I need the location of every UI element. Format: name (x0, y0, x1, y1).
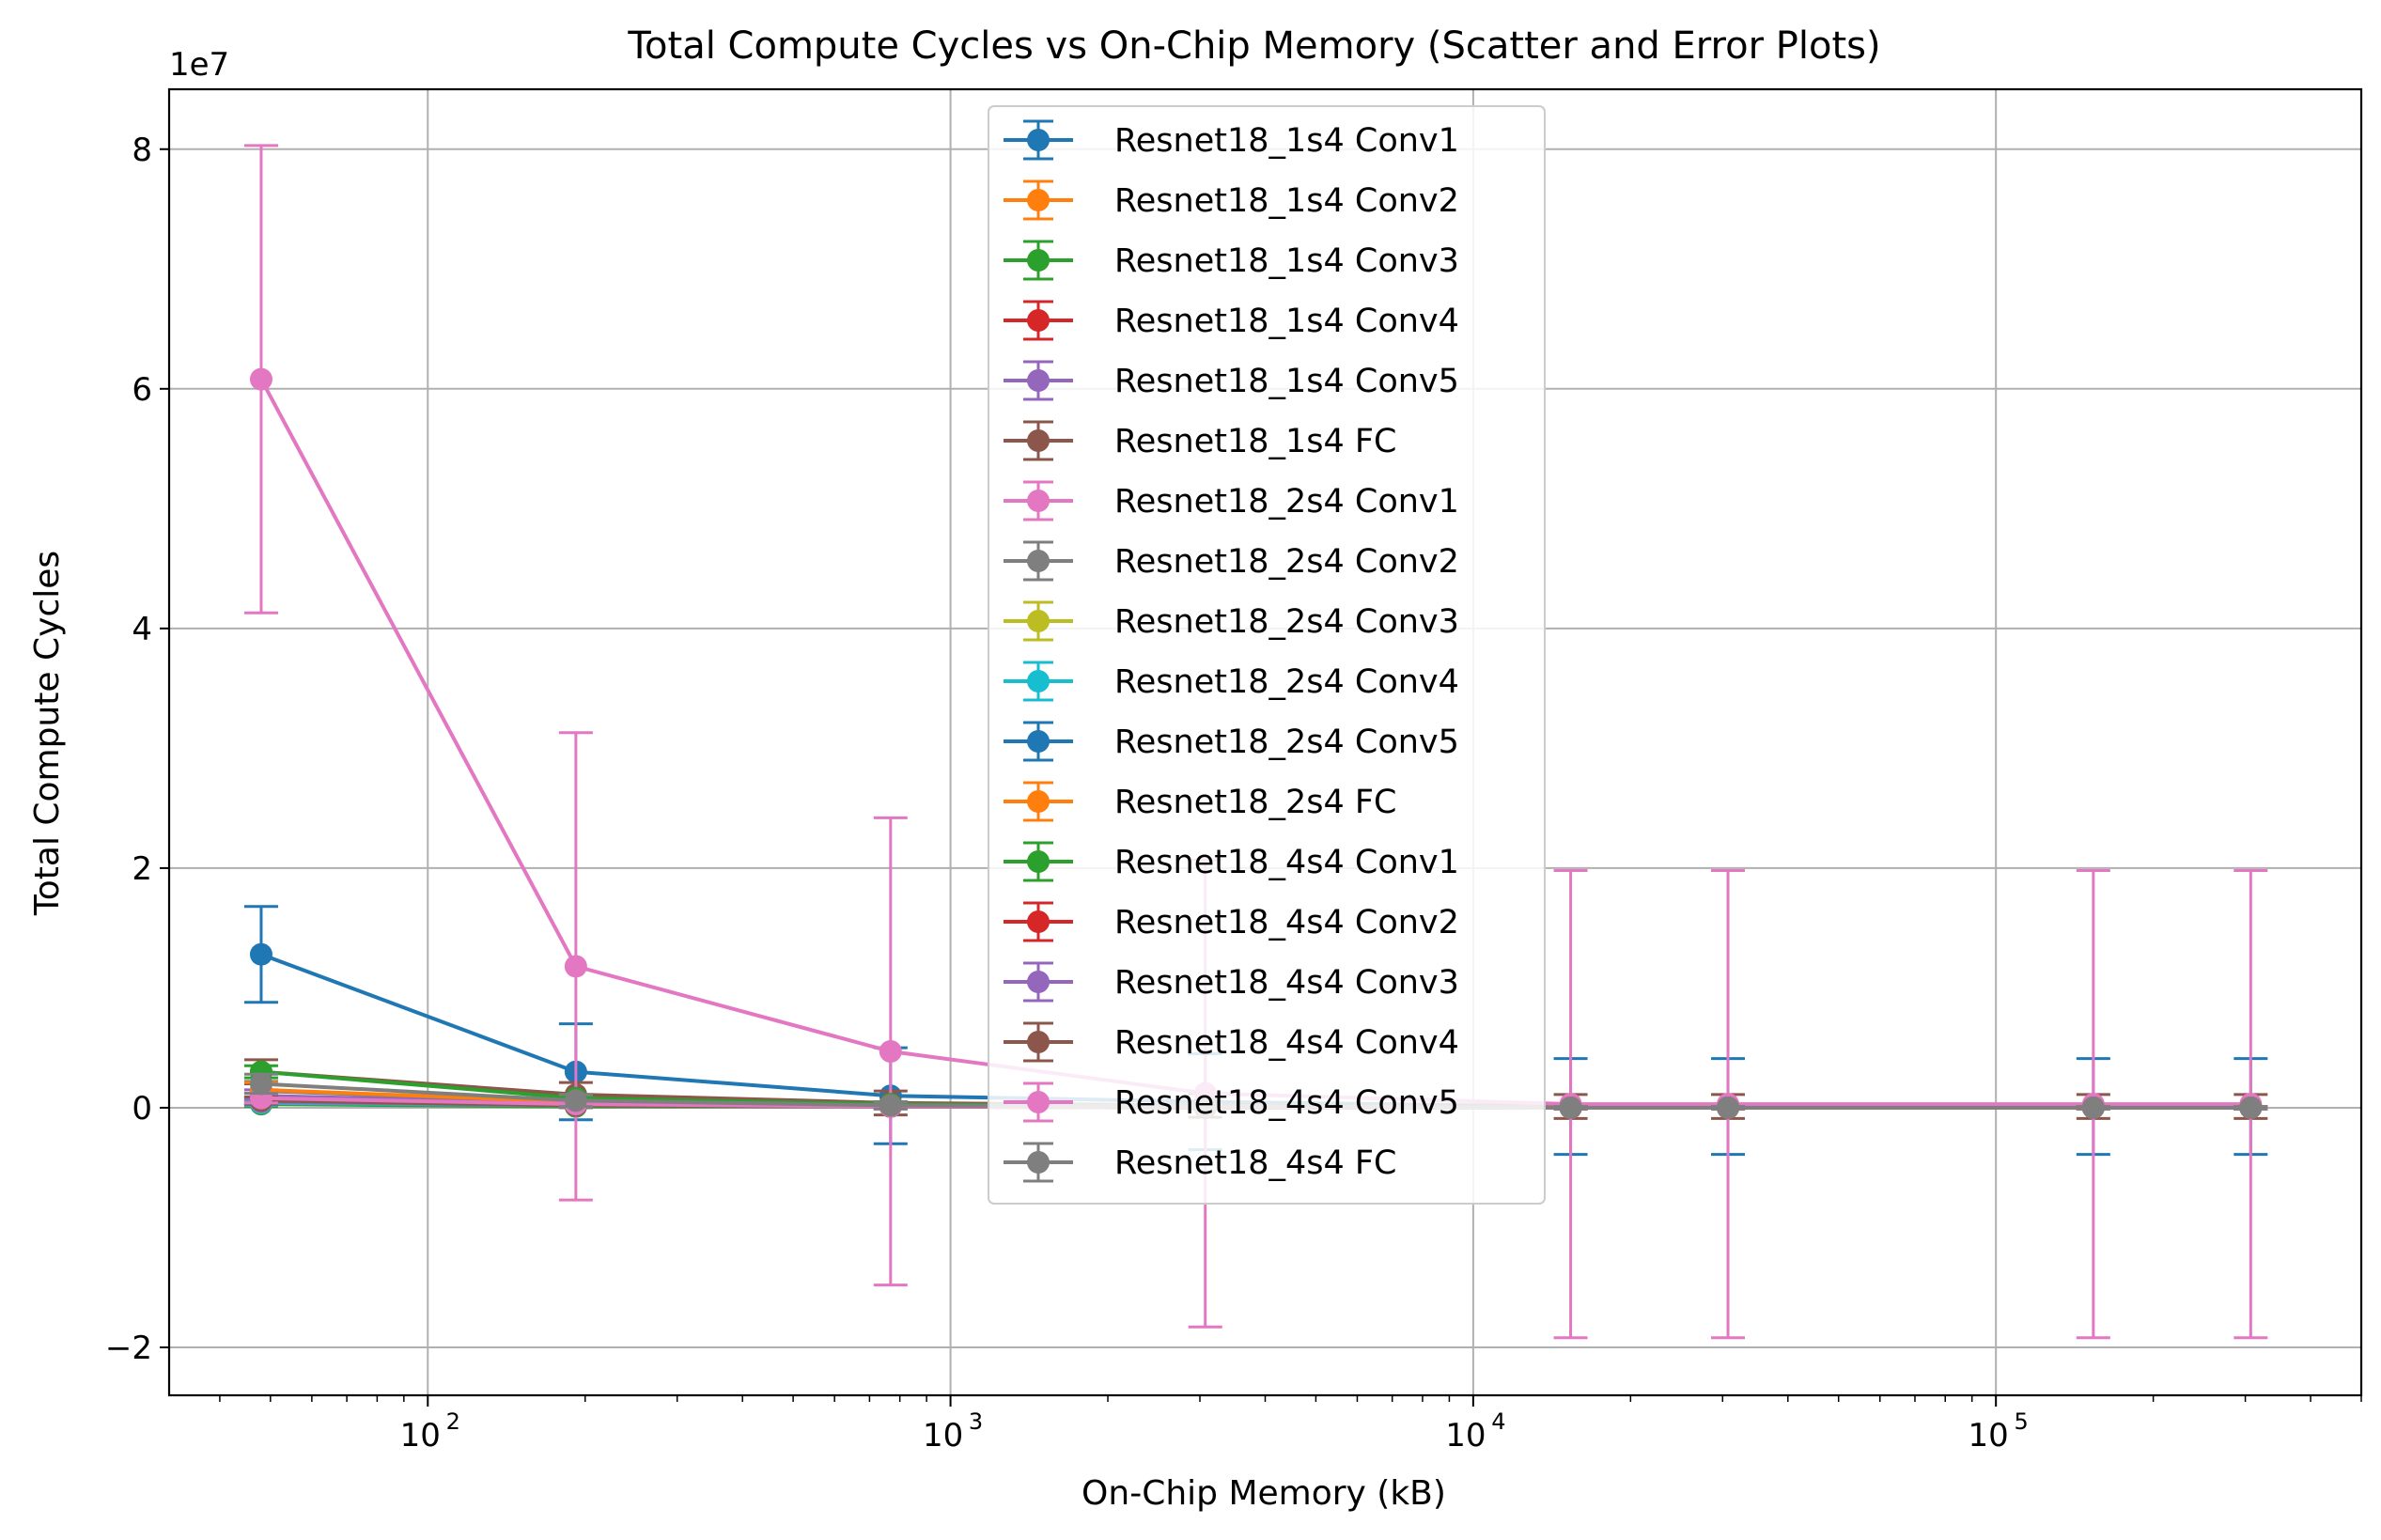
legend-marker (1027, 129, 1050, 151)
legend-item: Resnet18_2s4 Conv4 (1004, 661, 1459, 702)
y-tick-label: 2 (132, 850, 152, 888)
data-point (564, 955, 587, 978)
legend-marker (1027, 971, 1050, 993)
legend-item: Resnet18_4s4 FC (1004, 1142, 1396, 1183)
x-tick-exponent: 3 (969, 1408, 983, 1435)
legend-marker (1027, 730, 1050, 753)
legend-label: Resnet18_2s4 Conv1 (1114, 483, 1459, 521)
legend-label: Resnet18_1s4 Conv4 (1114, 303, 1459, 340)
legend-marker (1027, 189, 1050, 211)
legend-item: Resnet18_1s4 Conv4 (1004, 300, 1459, 341)
y-tick-label: 4 (132, 611, 152, 648)
data-point (1717, 1096, 1740, 1119)
legend-label: Resnet18_4s4 Conv4 (1114, 1024, 1459, 1062)
legend-label: Resnet18_2s4 Conv3 (1114, 603, 1459, 641)
plot-frame (167, 87, 2363, 1397)
legend-label: Resnet18_4s4 Conv5 (1114, 1084, 1459, 1122)
chart-title: Total Compute Cycles vs On-Chip Memory (… (627, 24, 1880, 68)
legend-item: Resnet18_4s4 Conv5 (1004, 1081, 1459, 1123)
legend-label: Resnet18_4s4 FC (1114, 1144, 1396, 1182)
x-tick-label: 10 (923, 1417, 963, 1454)
legend-item: Resnet18_2s4 Conv5 (1004, 721, 1459, 762)
y-tick-label: 6 (132, 371, 152, 409)
legend-marker (1027, 550, 1050, 572)
legend-label: Resnet18_2s4 FC (1114, 784, 1396, 821)
data-point (249, 367, 272, 391)
legend-item: Resnet18_4s4 Conv1 (1004, 841, 1459, 882)
legend-marker (1027, 1151, 1050, 1174)
legend-marker (1027, 249, 1050, 272)
legend-item: Resnet18_2s4 Conv2 (1004, 540, 1459, 582)
legend-label: Resnet18_1s4 Conv2 (1114, 182, 1459, 220)
x-tick-label: 10 (1445, 1417, 1486, 1454)
legend-label: Resnet18_1s4 Conv1 (1114, 122, 1459, 160)
y-offset-label: 1e7 (169, 46, 229, 84)
data-point (249, 942, 272, 966)
legend-item: Resnet18_4s4 Conv4 (1004, 1021, 1459, 1063)
x-axis-label: On-Chip Memory (kB) (1082, 1474, 1446, 1513)
legend-marker (1027, 610, 1050, 632)
y-tick-label: 0 (132, 1090, 152, 1128)
legend-label: Resnet18_1s4 Conv3 (1114, 242, 1459, 280)
legend-frame (988, 105, 1546, 1205)
legend-marker (1027, 429, 1050, 452)
data-point (2239, 1096, 2263, 1119)
x-tick-exponent: 2 (446, 1408, 460, 1435)
x-tick-label: 10 (400, 1417, 441, 1454)
legend-marker (1027, 1031, 1050, 1053)
legend-item: Resnet18_2s4 FC (1004, 781, 1396, 822)
legend-item: Resnet18_1s4 Conv2 (1004, 179, 1459, 221)
legend-label: Resnet18_4s4 Conv3 (1114, 964, 1459, 1002)
legend-item: Resnet18_1s4 FC (1004, 420, 1396, 461)
legend-item: Resnet18_2s4 Conv1 (1004, 480, 1459, 521)
legend-item: Resnet18_1s4 Conv3 (1004, 240, 1459, 281)
data-point (2081, 1096, 2105, 1119)
y-tick-label: −2 (105, 1330, 152, 1367)
legend-marker (1027, 369, 1050, 392)
legend-marker (1027, 910, 1050, 933)
legend-label: Resnet18_2s4 Conv2 (1114, 543, 1459, 581)
x-tick-exponent: 4 (1491, 1408, 1505, 1435)
data-point (1559, 1096, 1582, 1119)
legend-marker (1027, 1091, 1050, 1113)
data-point (564, 1089, 587, 1112)
legend-label: Resnet18_1s4 Conv5 (1114, 363, 1459, 400)
data-point (879, 1094, 902, 1117)
x-tick-exponent: 5 (2015, 1408, 2029, 1435)
legend-label: Resnet18_4s4 Conv1 (1114, 844, 1459, 881)
y-tick-label: 8 (132, 132, 152, 169)
legend-item: Resnet18_4s4 Conv2 (1004, 901, 1459, 942)
legend-marker (1027, 490, 1050, 512)
legend: Resnet18_1s4 Conv1 Resnet18_1s4 Conv2 Resn… (988, 105, 1546, 1205)
legend-label: Resnet18_2s4 Conv4 (1114, 663, 1459, 701)
data-point (249, 1072, 272, 1096)
legend-label: Resnet18_4s4 Conv2 (1114, 904, 1459, 941)
y-axis-label: Total Compute Cycles (28, 551, 67, 916)
legend-item: Resnet18_1s4 Conv5 (1004, 360, 1459, 401)
legend-item: Resnet18_2s4 Conv3 (1004, 600, 1459, 642)
legend-label: Resnet18_2s4 Conv5 (1114, 723, 1459, 761)
legend-marker (1027, 670, 1050, 692)
data-point (879, 1040, 902, 1064)
x-tick-label: 10 (1969, 1417, 2009, 1454)
legend-item: Resnet18_4s4 Conv3 (1004, 961, 1459, 1003)
legend-label: Resnet18_1s4 FC (1114, 423, 1396, 460)
legend-item: Resnet18_1s4 Conv1 (1004, 119, 1459, 161)
legend-marker (1027, 790, 1050, 813)
legend-marker (1027, 850, 1050, 873)
legend-marker (1027, 309, 1050, 332)
